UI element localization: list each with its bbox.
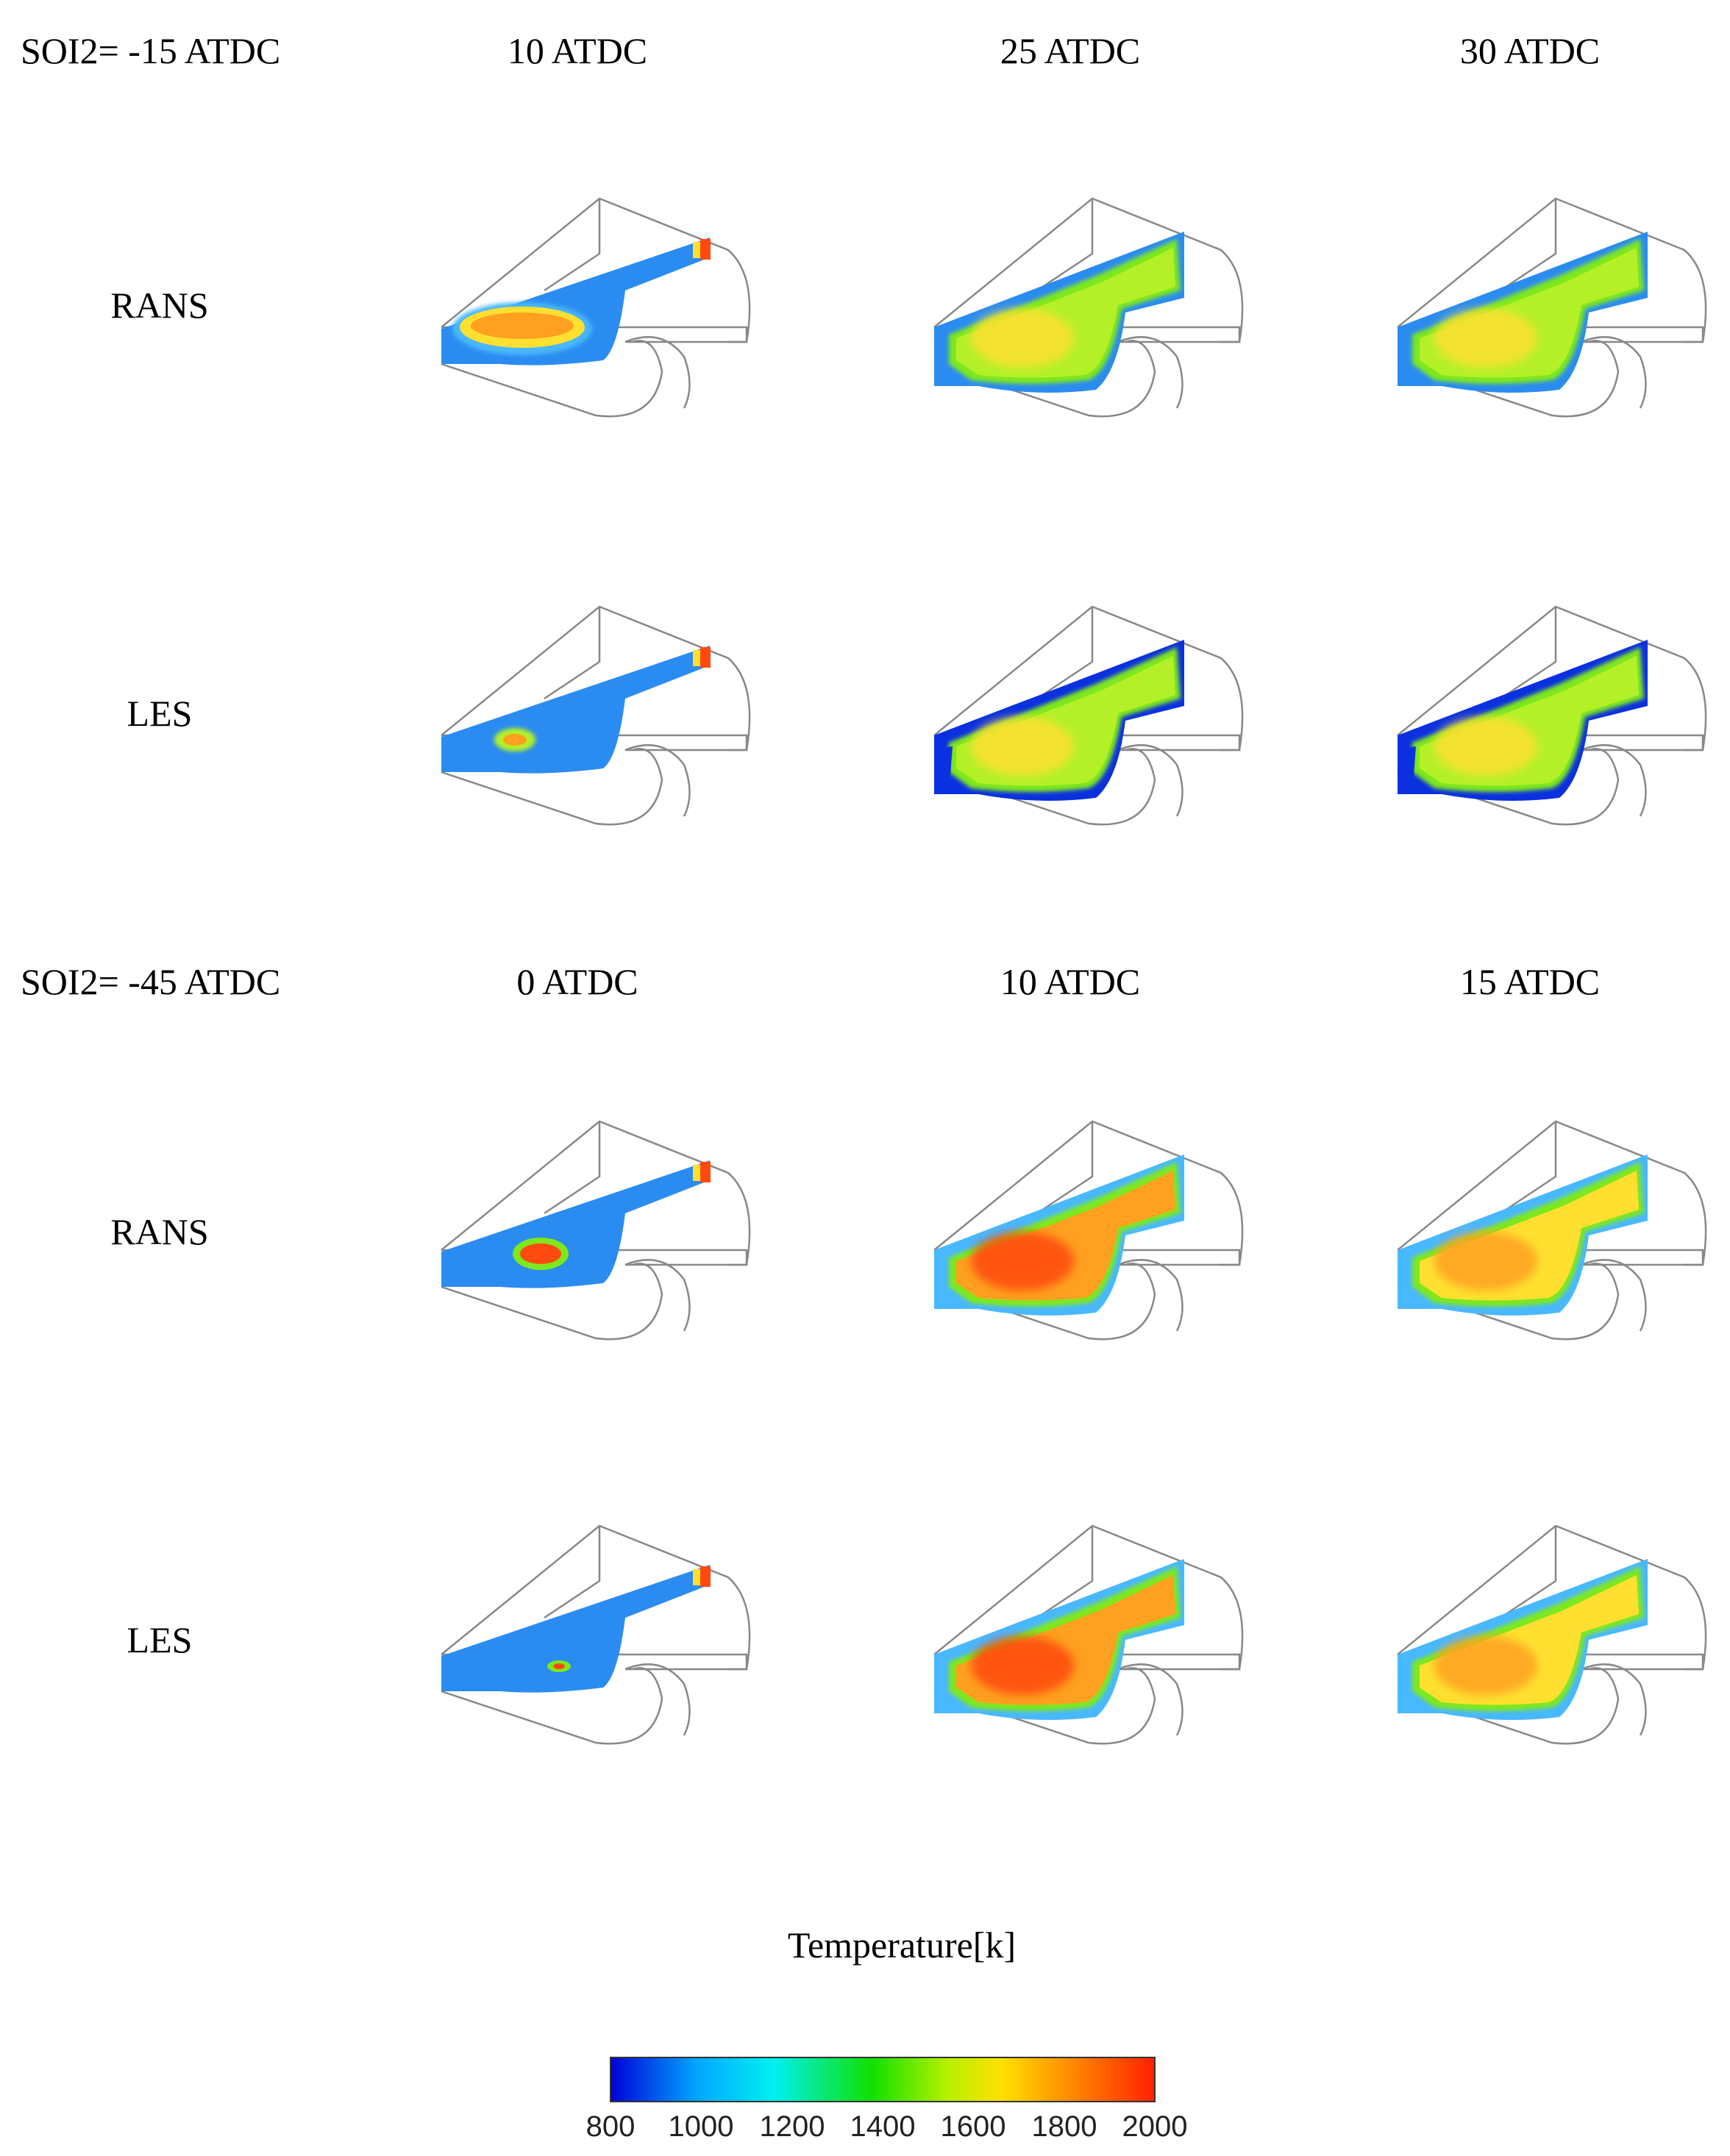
colorbar-tick-1000: 1000	[668, 2110, 734, 2143]
hot-tip	[700, 239, 711, 260]
colorbar-tick-1800: 1800	[1031, 2110, 1097, 2143]
row-label-2-rans: RANS	[110, 1211, 209, 1252]
colorbar-title: Temperature[k]	[787, 1924, 1017, 1966]
colorbar-tick-2000: 2000	[1122, 2110, 1188, 2143]
sector-panel	[1397, 1120, 1707, 1341]
sector-panel	[933, 1120, 1244, 1341]
colorbar-tick-1400: 1400	[850, 2110, 916, 2143]
time-header-1-1: 10 ATDC	[507, 30, 648, 71]
colorbar-tick-1200: 1200	[759, 2110, 825, 2143]
sector-panel	[441, 605, 751, 826]
hot-core	[520, 1243, 561, 1264]
hot-tip	[700, 1566, 711, 1587]
hot-tip	[700, 647, 711, 668]
row-label-1-rans: RANS	[110, 285, 209, 326]
flame-core	[1434, 1232, 1537, 1291]
sector-panel	[441, 197, 751, 418]
warm-tip	[693, 242, 700, 258]
colorbar	[610, 2057, 1156, 2102]
sector-panel	[933, 197, 1244, 418]
flame-core	[1434, 1636, 1537, 1695]
flame-core	[971, 309, 1074, 368]
sector-panel	[933, 605, 1244, 826]
cold-wall	[934, 746, 953, 794]
sector-panel	[1397, 197, 1707, 418]
row-label-1-les: LES	[127, 693, 193, 734]
sector-panel	[441, 1524, 751, 1745]
cold-wall	[1398, 746, 1416, 794]
warm-tip	[693, 1569, 700, 1585]
row-label-2-les: LES	[127, 1619, 193, 1660]
contour-slice	[441, 1565, 710, 1693]
flame-core	[971, 1232, 1074, 1291]
flame-core	[971, 1636, 1074, 1695]
sector-panel	[933, 1524, 1244, 1745]
time-header-2-2: 10 ATDC	[1000, 961, 1141, 1002]
hot-core	[553, 1663, 565, 1669]
colorbar-tick-1600: 1600	[940, 2110, 1006, 2143]
warm-tip	[693, 1165, 700, 1181]
time-header-1-3: 30 ATDC	[1459, 30, 1601, 71]
time-header-2-3: 15 ATDC	[1459, 961, 1601, 1002]
sector-panel	[1397, 605, 1707, 826]
contour-slice	[441, 646, 710, 774]
sector-panel	[441, 1120, 751, 1341]
time-header-1-2: 25 ATDC	[1000, 30, 1141, 71]
flame-core	[1434, 717, 1537, 776]
hot-tip	[700, 1162, 711, 1182]
flame-core	[1434, 309, 1537, 368]
flame-core	[971, 717, 1074, 776]
soi-label-1: SOI2= -15 ATDC	[21, 30, 281, 71]
hot-core	[503, 734, 527, 746]
soi-label-2: SOI2= -45 ATDC	[21, 961, 281, 1002]
sector-panel	[1397, 1524, 1707, 1745]
contour-slice	[441, 1160, 710, 1288]
colorbar-tick-800: 800	[585, 2110, 636, 2143]
hot-core	[471, 313, 574, 339]
time-header-2-1: 0 ATDC	[516, 961, 638, 1002]
warm-tip	[693, 650, 700, 666]
